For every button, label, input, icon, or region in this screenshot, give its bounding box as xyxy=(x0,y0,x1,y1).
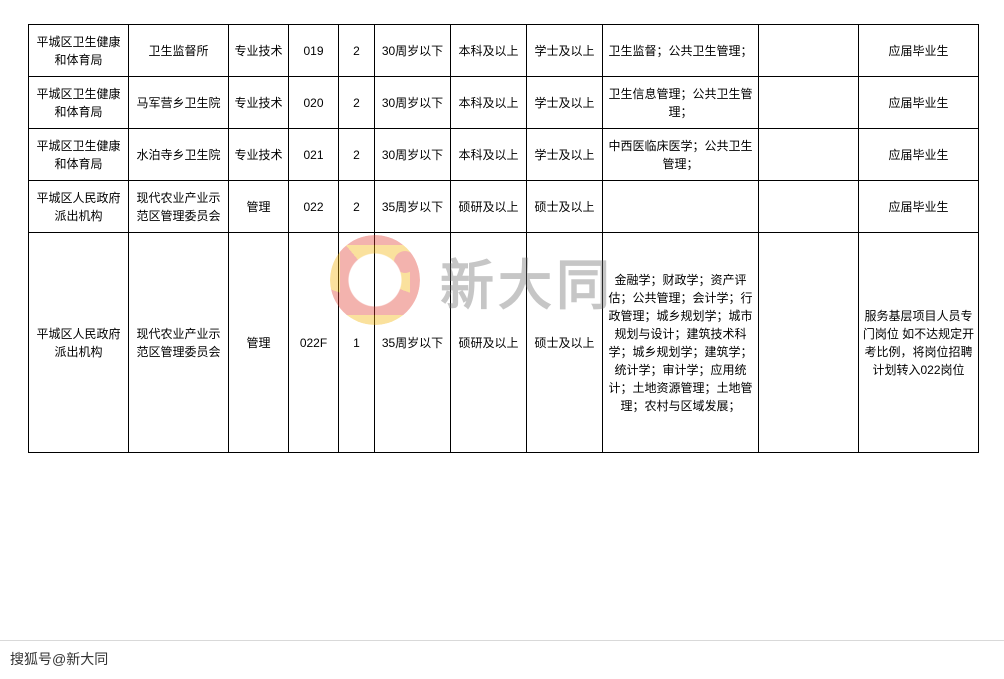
cell-other xyxy=(759,233,859,453)
cell-dept: 平城区人民政府派出机构 xyxy=(29,233,129,453)
cell-degree: 硕士及以上 xyxy=(527,233,603,453)
cell-dept: 平城区卫生健康和体育局 xyxy=(29,25,129,77)
cell-degree: 硕士及以上 xyxy=(527,181,603,233)
cell-edu: 本科及以上 xyxy=(451,25,527,77)
cell-other xyxy=(759,77,859,129)
cell-remark: 服务基层项目人员专门岗位 如不达规定开考比例，将岗位招聘计划转入022岗位 xyxy=(859,233,979,453)
cell-major: 卫生监督；公共卫生管理； xyxy=(603,25,759,77)
cell-other xyxy=(759,129,859,181)
cell-other xyxy=(759,181,859,233)
cell-count: 2 xyxy=(339,129,375,181)
cell-unit: 卫生监督所 xyxy=(129,25,229,77)
cell-remark: 应届毕业生 xyxy=(859,25,979,77)
cell-type: 管理 xyxy=(229,233,289,453)
cell-age: 30周岁以下 xyxy=(375,77,451,129)
table-row: 平城区人民政府派出机构 现代农业产业示范区管理委员会 管理 022F 1 35周… xyxy=(29,233,979,453)
cell-age: 30周岁以下 xyxy=(375,25,451,77)
cell-major: 卫生信息管理；公共卫生管理； xyxy=(603,77,759,129)
footer-text: 搜狐号@新大同 xyxy=(10,651,108,667)
cell-major: 金融学；财政学；资产评估；公共管理；会计学；行政管理；城乡规划学；城市规划与设计… xyxy=(603,233,759,453)
table-row: 平城区卫生健康和体育局 卫生监督所 专业技术 019 2 30周岁以下 本科及以… xyxy=(29,25,979,77)
cell-edu: 硕研及以上 xyxy=(451,181,527,233)
table-row: 平城区卫生健康和体育局 马军营乡卫生院 专业技术 020 2 30周岁以下 本科… xyxy=(29,77,979,129)
cell-unit: 现代农业产业示范区管理委员会 xyxy=(129,181,229,233)
cell-code: 022 xyxy=(289,181,339,233)
cell-other xyxy=(759,25,859,77)
cell-type: 专业技术 xyxy=(229,77,289,129)
cell-unit: 水泊寺乡卫生院 xyxy=(129,129,229,181)
cell-degree: 学士及以上 xyxy=(527,129,603,181)
cell-remark: 应届毕业生 xyxy=(859,77,979,129)
cell-type: 管理 xyxy=(229,181,289,233)
cell-edu: 本科及以上 xyxy=(451,129,527,181)
cell-code: 021 xyxy=(289,129,339,181)
cell-remark: 应届毕业生 xyxy=(859,181,979,233)
cell-major: 中西医临床医学；公共卫生管理； xyxy=(603,129,759,181)
cell-code: 020 xyxy=(289,77,339,129)
cell-edu: 本科及以上 xyxy=(451,77,527,129)
cell-major xyxy=(603,181,759,233)
cell-code: 022F xyxy=(289,233,339,453)
cell-count: 2 xyxy=(339,77,375,129)
cell-count: 2 xyxy=(339,181,375,233)
page-root: 平城区卫生健康和体育局 卫生监督所 专业技术 019 2 30周岁以下 本科及以… xyxy=(0,0,1004,679)
cell-count: 1 xyxy=(339,233,375,453)
cell-degree: 学士及以上 xyxy=(527,25,603,77)
table-body: 平城区卫生健康和体育局 卫生监督所 专业技术 019 2 30周岁以下 本科及以… xyxy=(29,25,979,453)
cell-edu: 硕研及以上 xyxy=(451,233,527,453)
cell-dept: 平城区卫生健康和体育局 xyxy=(29,77,129,129)
cell-type: 专业技术 xyxy=(229,25,289,77)
cell-age: 35周岁以下 xyxy=(375,181,451,233)
cell-degree: 学士及以上 xyxy=(527,77,603,129)
cell-age: 35周岁以下 xyxy=(375,233,451,453)
cell-type: 专业技术 xyxy=(229,129,289,181)
cell-age: 30周岁以下 xyxy=(375,129,451,181)
table-row: 平城区卫生健康和体育局 水泊寺乡卫生院 专业技术 021 2 30周岁以下 本科… xyxy=(29,129,979,181)
cell-unit: 现代农业产业示范区管理委员会 xyxy=(129,233,229,453)
cell-unit: 马军营乡卫生院 xyxy=(129,77,229,129)
table-row: 平城区人民政府派出机构 现代农业产业示范区管理委员会 管理 022 2 35周岁… xyxy=(29,181,979,233)
recruitment-table: 平城区卫生健康和体育局 卫生监督所 专业技术 019 2 30周岁以下 本科及以… xyxy=(28,24,979,453)
cell-code: 019 xyxy=(289,25,339,77)
cell-dept: 平城区人民政府派出机构 xyxy=(29,181,129,233)
cell-dept: 平城区卫生健康和体育局 xyxy=(29,129,129,181)
cell-count: 2 xyxy=(339,25,375,77)
footer-bar: 搜狐号@新大同 xyxy=(0,640,1004,679)
cell-remark: 应届毕业生 xyxy=(859,129,979,181)
